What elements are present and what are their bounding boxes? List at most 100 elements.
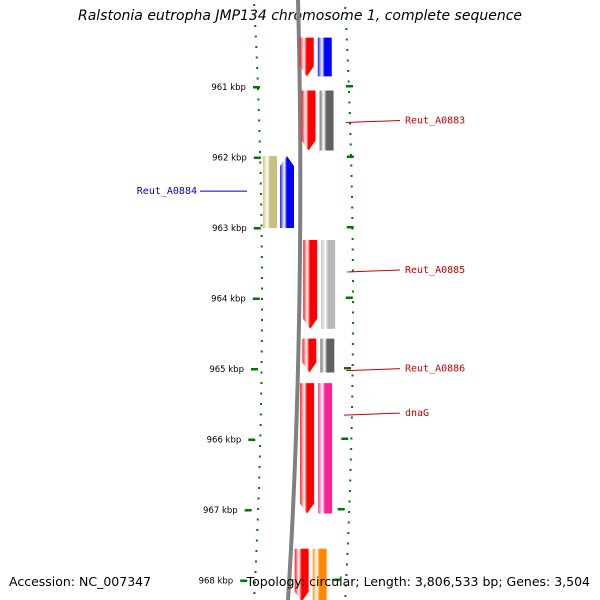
scale-dot-left [257, 497, 260, 500]
gene-category-dnaG [318, 383, 333, 514]
scale-dot-right [348, 490, 351, 492]
scale-tick-right [333, 578, 341, 581]
scale-dot-right [351, 280, 354, 282]
scale-dot-right [349, 469, 352, 471]
scale-dot-right [349, 458, 352, 461]
scale-dot-left [259, 434, 262, 437]
gene-arrow-Reut_A0886 [302, 338, 317, 373]
scale-tick-right [345, 85, 353, 88]
scale-dot-left [253, 4, 256, 6]
scale-dot-right [345, 28, 348, 30]
scale-dot-left [254, 571, 257, 573]
scale-dot-right [348, 112, 351, 114]
scale-dot-left [258, 476, 261, 479]
scale-tick-label: 965 kbp [209, 365, 244, 375]
scale-dot-left [260, 371, 263, 374]
gene-category-Reut_A0884 [263, 156, 277, 228]
scale-dot-right [351, 259, 354, 261]
scale-dot-left [255, 46, 258, 48]
scale-dot-left [259, 424, 262, 426]
scale-dot-right [347, 521, 350, 524]
scale-tick-left [250, 368, 258, 371]
scale-dot-left [260, 214, 263, 216]
scale-dot-left [259, 193, 262, 195]
scale-dot-right [347, 80, 350, 83]
scale-dot-left [254, 560, 257, 563]
scale-dot-left [260, 340, 263, 342]
scale-dot-left [256, 529, 259, 531]
scale-dot-left [254, 35, 257, 38]
scale-tick-label: 966 kbp [207, 436, 242, 446]
scale-dot-left [257, 508, 260, 510]
scale-dot-left [255, 56, 258, 59]
scale-dot-right [351, 322, 354, 324]
scale-tick-right [337, 508, 345, 511]
scale-dot-right [347, 532, 350, 534]
scale-dot-left [256, 77, 259, 80]
accession-label: Accession: NC_007347 [9, 574, 152, 589]
scale-dot-left [260, 298, 263, 300]
scale-dot-left [260, 224, 263, 227]
scale-dot-left [253, 14, 256, 17]
scale-dot-left [260, 350, 263, 353]
scale-dot-right [351, 290, 354, 293]
gene-label-Reut_A0886: Reut_A0886 [405, 364, 465, 375]
scale-tick-left [240, 579, 248, 582]
scale-dot-left [259, 445, 262, 447]
scale-dot-right [344, 595, 347, 597]
scale-dot-left [260, 392, 263, 395]
gene-label-Reut_A0884: Reut_A0884 [137, 186, 197, 197]
scale-dot-right [351, 332, 354, 335]
scale-dot-right [350, 196, 353, 198]
scale-dot-left [260, 382, 263, 384]
scale-dot-left [259, 161, 262, 164]
scale-dot-right [350, 437, 353, 440]
scale-dot-right [346, 59, 349, 62]
scale-dot-right [351, 269, 354, 272]
scale-dot-left [258, 466, 261, 468]
scale-dot-left [256, 67, 259, 69]
scale-dot-right [344, 17, 347, 20]
scale-dot-right [351, 364, 354, 366]
gene-category-Reut_A0883 [319, 90, 334, 151]
scale-dot-left [260, 287, 263, 290]
scale-dot-right [350, 175, 353, 177]
genome-summary: Topology: circular; Length: 3,806,533 bp… [246, 574, 590, 589]
scale-tick-right [345, 296, 353, 299]
scale-tick-left [252, 86, 260, 89]
scale-dot-left [258, 455, 261, 458]
scale-dot-right [347, 70, 350, 72]
scale-dot-left [254, 25, 257, 27]
gene-category-g_bottom [312, 548, 327, 600]
scale-dot-right [351, 248, 354, 251]
scale-tick-label: 964 kbp [211, 295, 246, 305]
scale-dot-left [260, 235, 263, 237]
scale-dot-left [260, 256, 263, 258]
scale-dot-right [351, 301, 354, 303]
genome-backbone [286, 0, 303, 600]
scale-dot-left [260, 319, 263, 321]
scale-dot-left [255, 539, 258, 542]
scale-dot-left [257, 98, 260, 101]
gene-arrow-Reut_A0883 [301, 90, 316, 151]
gene-arrow-dnaG [300, 383, 315, 514]
scale-dot-right [350, 164, 353, 167]
gene-arrow-Reut_A0884 [280, 156, 294, 228]
scale-tick-right [343, 367, 351, 370]
scale-tick-right [346, 226, 354, 229]
gene-label-dnaG: dnaG [405, 408, 429, 419]
scale-dot-right [350, 185, 353, 188]
gene-leader-line [344, 412, 401, 416]
scale-dot-right [349, 143, 352, 146]
scale-dot-right [349, 133, 352, 135]
scale-dot-left [259, 151, 262, 153]
scale-dot-left [257, 109, 260, 111]
scale-dot-right [351, 353, 354, 356]
scale-dot-right [344, 7, 347, 9]
scale-dot-right [351, 343, 354, 345]
scale-tick-label: 963 kbp [212, 224, 247, 234]
scale-dot-left [260, 266, 263, 269]
scale-dot-right [350, 154, 353, 156]
